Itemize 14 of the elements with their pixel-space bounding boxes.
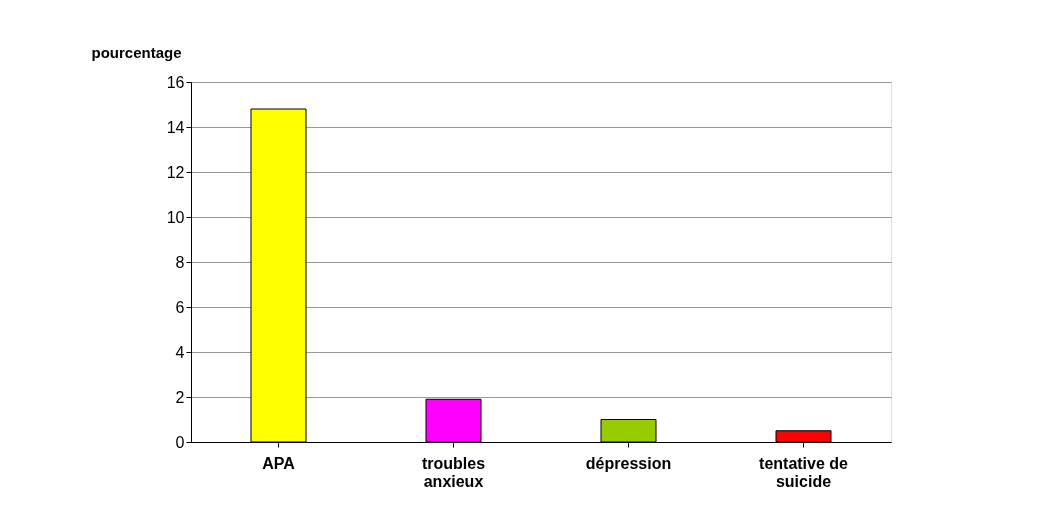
y-tick-label: 10	[166, 208, 185, 226]
x-tick-label: APA	[262, 454, 296, 472]
y-axis-title: pourcentage	[91, 43, 182, 61]
y-tick-label: 4	[175, 343, 185, 361]
y-tick-label: 0	[175, 433, 185, 451]
y-tick-label: 12	[166, 163, 185, 181]
y-tick-label: 2	[175, 388, 185, 406]
y-tick-label: 14	[166, 118, 185, 136]
x-tick-label: troubles anxieux	[421, 454, 486, 490]
y-tick-label: 16	[166, 73, 185, 91]
x-tick-label: tentative de suicide	[759, 454, 849, 490]
y-tick-label: 8	[175, 253, 185, 271]
y-tick-label: 6	[175, 298, 185, 316]
x-tick-label: dépression	[585, 454, 672, 472]
